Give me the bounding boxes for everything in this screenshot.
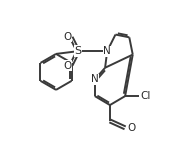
- Text: O: O: [128, 123, 136, 133]
- Text: Cl: Cl: [140, 91, 151, 101]
- Text: N: N: [103, 46, 111, 56]
- Text: O: O: [63, 32, 72, 42]
- Text: N: N: [91, 74, 99, 84]
- Text: S: S: [74, 46, 82, 56]
- Text: O: O: [63, 61, 72, 71]
